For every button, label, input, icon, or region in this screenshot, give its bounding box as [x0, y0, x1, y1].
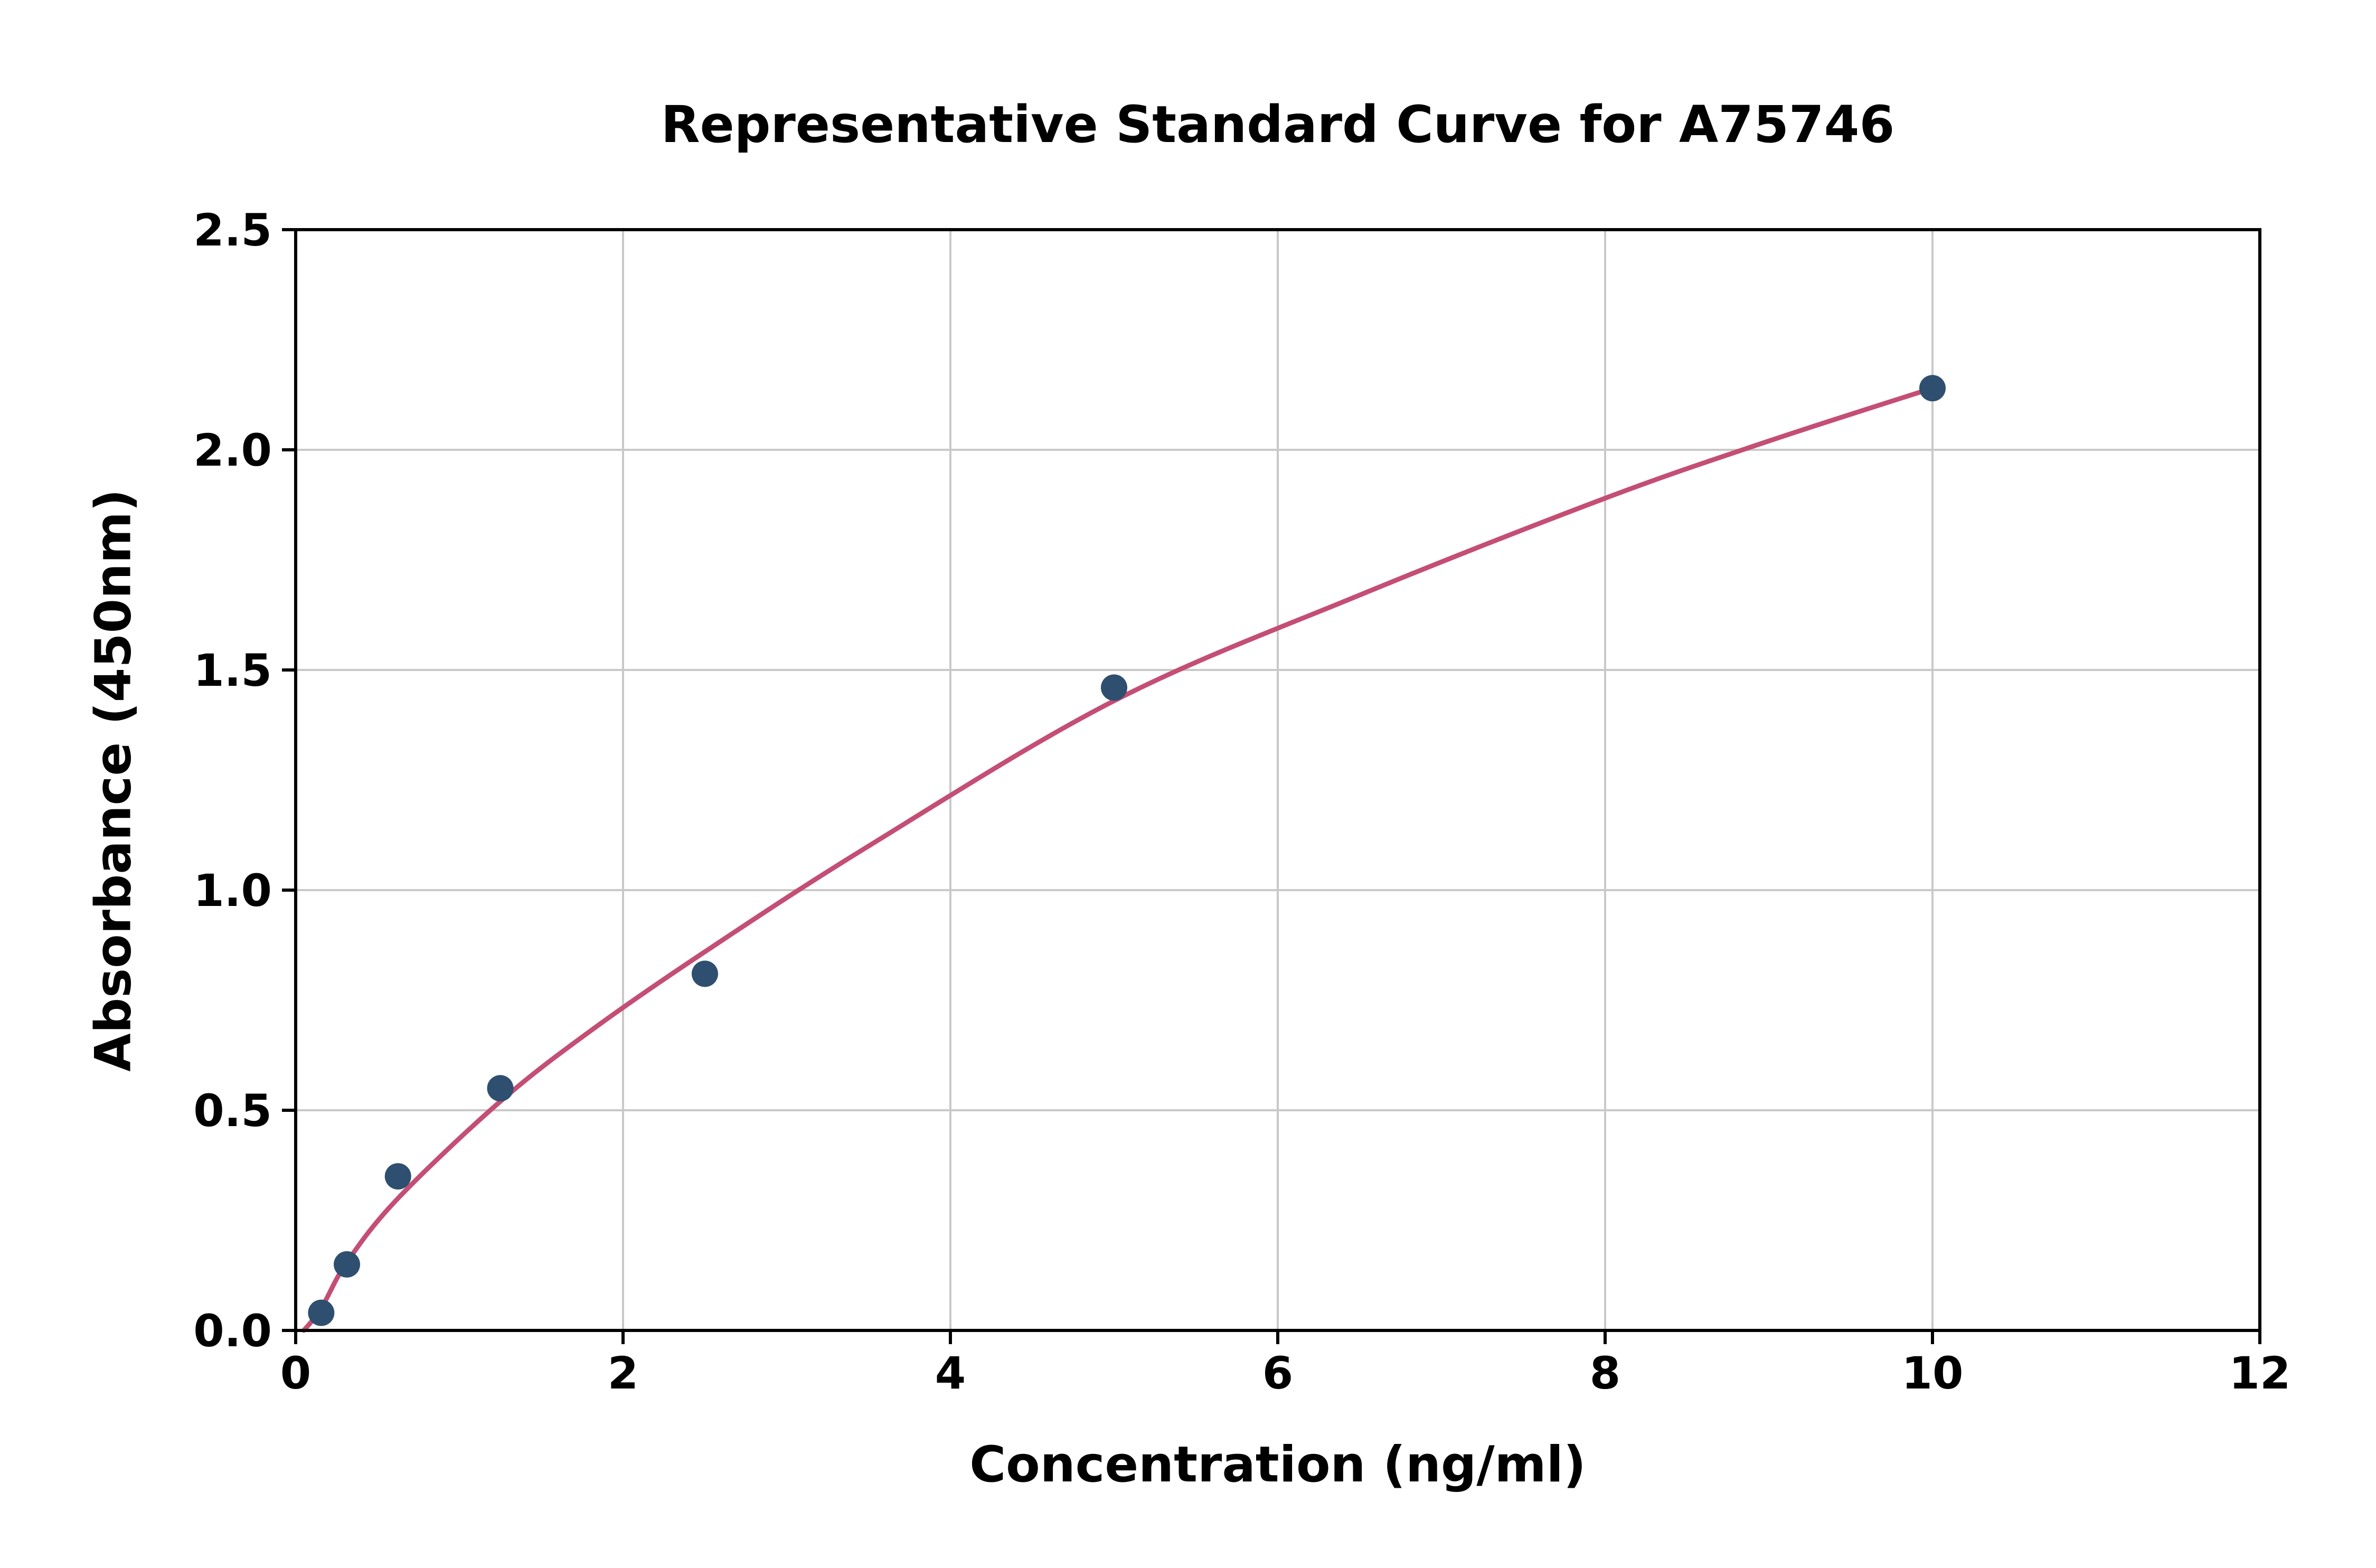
x-tick-label: 0 — [280, 1347, 311, 1399]
y-tick-label: 1.0 — [193, 865, 272, 917]
x-tick-label: 12 — [2229, 1347, 2291, 1399]
y-tick-label: 2.5 — [193, 204, 272, 256]
chart-title: Representative Standard Curve for A75746 — [661, 95, 1895, 154]
y-tick-label: 0.0 — [193, 1305, 272, 1357]
data-point — [384, 1163, 411, 1190]
x-tick-label: 10 — [1902, 1347, 1964, 1399]
x-tick-label: 2 — [608, 1347, 638, 1399]
fit-curve — [301, 385, 1935, 1333]
data-point — [334, 1251, 361, 1278]
y-tick-label: 1.5 — [193, 645, 272, 696]
x-tick-label: 8 — [1590, 1347, 1620, 1399]
data-point — [1101, 674, 1127, 701]
data-point — [1919, 375, 1946, 402]
y-tick-label: 2.0 — [193, 424, 272, 476]
data-point — [487, 1075, 514, 1102]
x-axis-label: Concentration (ng/ml) — [969, 1436, 1586, 1494]
data-point — [308, 1299, 335, 1326]
x-tick-label: 4 — [935, 1347, 966, 1399]
x-tick-label: 6 — [1262, 1347, 1293, 1399]
data-point — [692, 960, 718, 987]
y-tick-label: 0.5 — [193, 1085, 272, 1137]
